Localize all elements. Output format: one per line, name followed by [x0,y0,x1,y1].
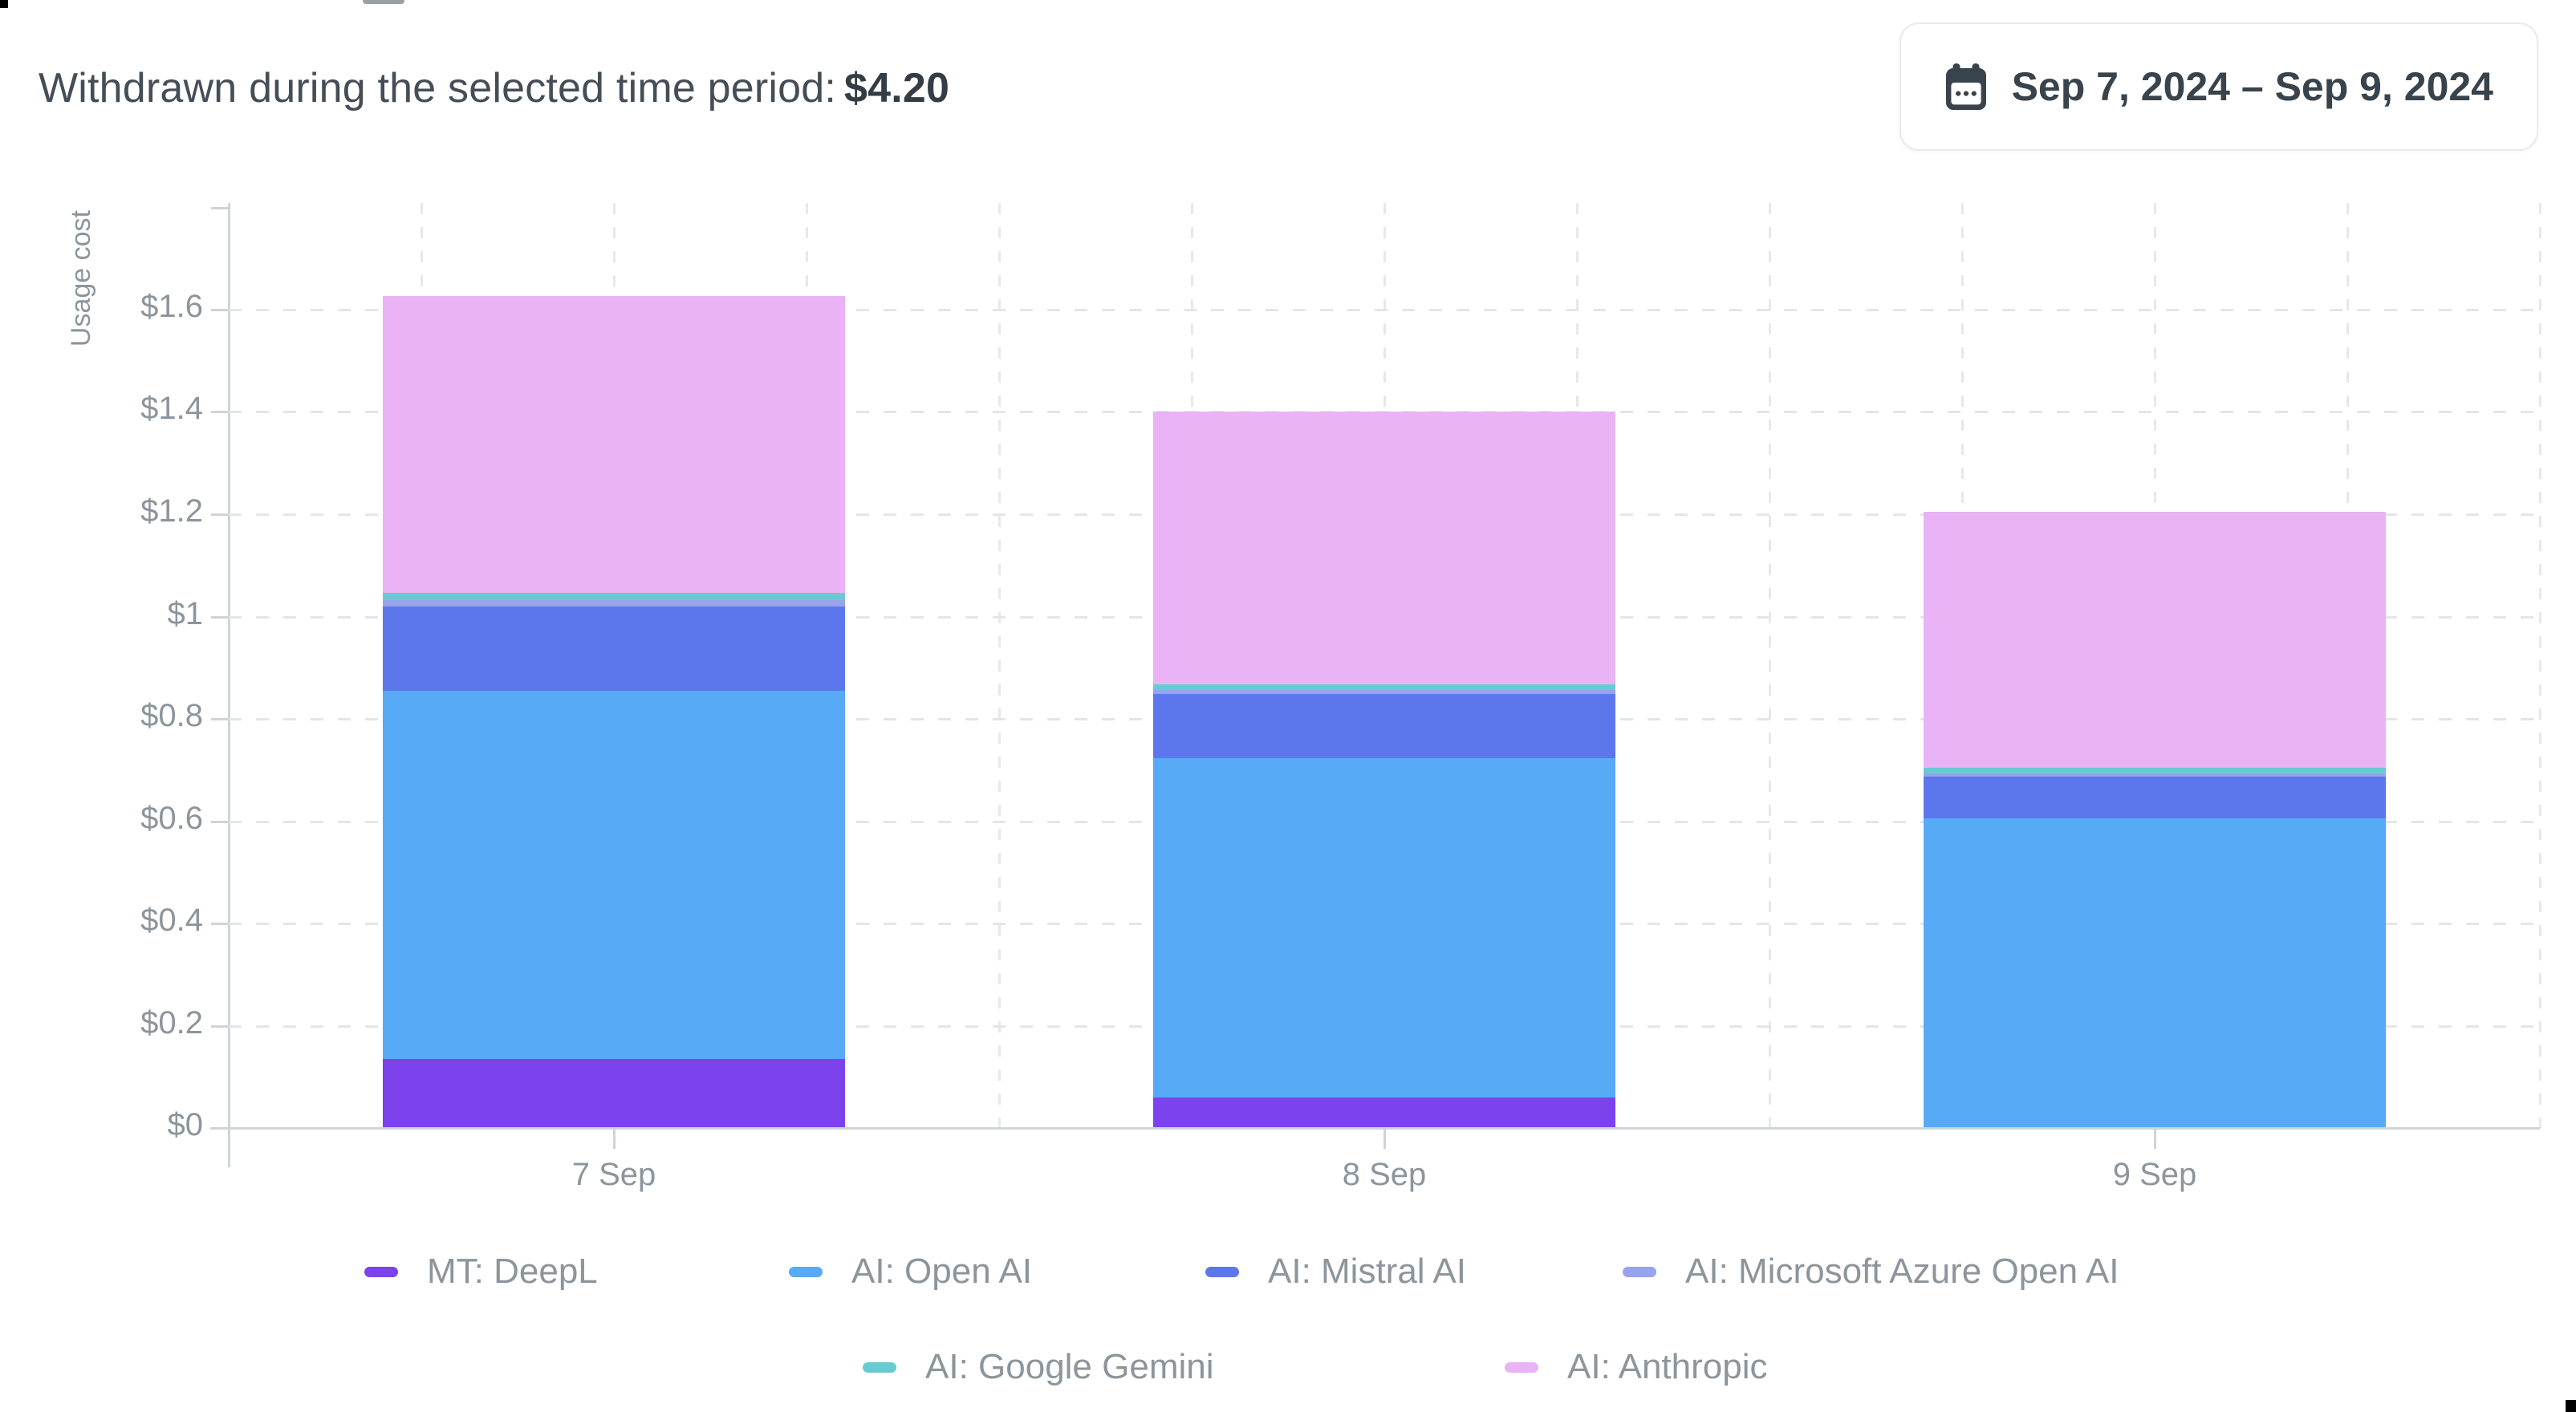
date-range-picker-button[interactable]: Sep 7, 2024 – Sep 9, 2024 [1899,22,2538,151]
legend-label: MT: DeepL [427,1252,598,1291]
vertical-gridline [2539,203,2541,1128]
y-axis-tick-label: $1.6 [140,289,203,324]
y-axis-tick [211,718,229,720]
y-axis-tick [211,207,229,209]
legend-item[interactable]: AI: Open AI [789,1252,1032,1292]
y-axis-tick [211,309,229,311]
legend-color-dash [364,1266,398,1277]
vertical-gridline [1769,203,1771,1128]
bar-segment[interactable] [1153,412,1615,684]
legend-label: AI: Open AI [851,1252,1033,1291]
legend-item[interactable]: MT: DeepL [364,1252,598,1292]
legend-color-dash [863,1361,896,1373]
withdrawn-summary-value: $4.20 [844,65,950,112]
cropped-element-artifact [363,0,404,4]
withdrawn-summary: Withdrawn during the selected time perio… [39,64,949,112]
horizontal-gridline [229,309,2540,311]
bar-segment[interactable] [1924,768,2386,773]
legend-label: AI: Google Gemini [925,1347,1214,1386]
stacked-bar [1153,412,1615,1128]
y-axis-line [228,203,230,1167]
bar-segment[interactable] [383,600,845,607]
bar-segment[interactable] [1153,684,1615,690]
legend-label: AI: Mistral AI [1268,1252,1466,1291]
stacked-bar [1924,512,2386,1128]
x-axis-tick-label: 8 Sep [1342,1157,1427,1192]
legend-label: AI: Microsoft Azure Open AI [1685,1252,2119,1291]
bar-segment[interactable] [1924,773,2386,777]
y-axis-tick-label: $0 [167,1107,204,1142]
y-axis-tick-label: $1.2 [140,493,203,529]
bar-segment[interactable] [1924,777,2386,818]
y-axis-tick-label: $0.2 [140,1005,203,1041]
y-axis-tick [211,616,229,619]
bar-segment[interactable] [383,296,845,593]
legend-color-dash [1505,1361,1538,1373]
y-axis-tick-label: $0.8 [140,698,203,733]
withdrawn-summary-label: Withdrawn during the selected time perio… [39,65,837,112]
y-axis-tick [211,513,229,516]
date-range-label: Sep 7, 2024 – Sep 9, 2024 [2011,64,2493,109]
legend-color-dash [1205,1266,1239,1277]
y-axis-tick [211,1025,229,1028]
bar-segment[interactable] [383,691,845,1059]
x-axis-tick-label: 7 Sep [571,1157,656,1192]
legend-item[interactable]: AI: Google Gemini [863,1347,1214,1387]
chart-header: Withdrawn during the selected time perio… [39,19,2538,156]
bar-segment[interactable] [383,1059,845,1128]
y-axis-tick [211,923,229,925]
x-axis-tick [2154,1130,2156,1149]
bar-segment[interactable] [1924,818,2386,1128]
bar-segment[interactable] [1153,758,1615,1098]
bar-segment[interactable] [1924,512,2386,768]
y-axis-tick-label: $0.6 [140,801,203,836]
bar-segment[interactable] [383,607,845,691]
x-axis-tick [1383,1130,1386,1149]
screenshot-corner-artifact [2566,1400,2576,1412]
y-axis-tick-label: $1.4 [140,391,203,426]
vertical-gridline [998,203,1001,1128]
x-axis-tick [613,1130,616,1149]
y-axis-tick-label: $1 [167,596,204,631]
x-axis-line [210,1127,2540,1130]
legend-color-dash [1623,1266,1656,1277]
y-axis-tick-label: $0.4 [140,903,203,938]
bar-segment[interactable] [383,592,845,600]
bar-segment[interactable] [1153,694,1615,758]
bar-segment[interactable] [1153,690,1615,694]
legend-item[interactable]: AI: Mistral AI [1205,1252,1466,1292]
calendar-icon [1945,63,1986,110]
y-axis-tick [211,411,229,413]
legend-item[interactable]: AI: Microsoft Azure Open AI [1623,1252,2119,1292]
legend-item[interactable]: AI: Anthropic [1505,1347,1767,1387]
screenshot-corner-artifact [0,0,8,8]
legend-color-dash [789,1266,823,1277]
y-axis-tick [211,821,229,823]
y-axis-title: Usage cost [66,210,96,347]
x-axis-tick-label: 9 Sep [2112,1157,2197,1192]
legend-label: AI: Anthropic [1567,1347,1768,1386]
bar-segment[interactable] [1153,1098,1615,1128]
stacked-bar [383,296,845,1128]
